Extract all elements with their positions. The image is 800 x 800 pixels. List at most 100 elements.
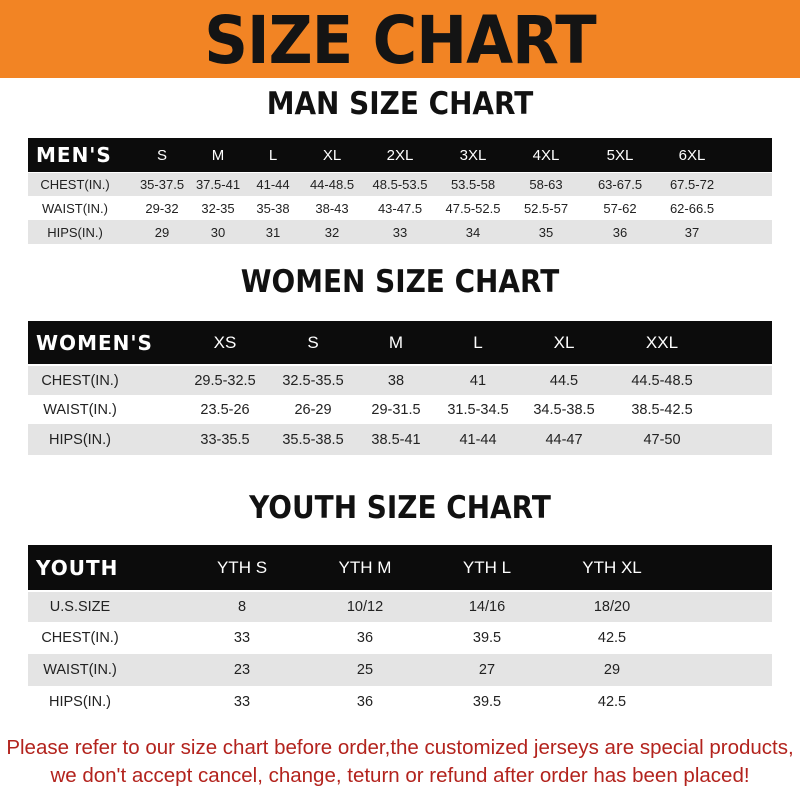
measurement-cell: 14/16 <box>468 599 506 615</box>
row-label: HIPS(IN.) <box>47 224 103 240</box>
footer-notice-line-2: we don't accept cancel, change, teturn o… <box>50 764 750 787</box>
youth-table-row: HIPS(IN.) 33 36 39.5 42.5 <box>28 686 772 718</box>
measurement-cell: 35 <box>538 224 554 240</box>
size-header: YTH XL <box>582 557 642 577</box>
measurement-cell: 43-47.5 <box>377 200 423 216</box>
men-header-row: MEN'S S M L XL 2XL 3XL 4XL 5XL 6XL <box>28 138 772 172</box>
measurement-cell: 34 <box>465 224 481 240</box>
measurement-cell: 32.5-35.5 <box>282 372 344 389</box>
measurement-cell: 41-44 <box>256 177 290 192</box>
measurement-cell: 44-47 <box>545 431 583 448</box>
measurement-cell: 62-66.5 <box>669 200 715 216</box>
men-table-row: CHEST(IN.) 35-37.5 37.5-41 41-44 44-48.5 48.5… <box>28 173 772 196</box>
measurement-cell: 33 <box>392 224 408 240</box>
measurement-cell: 35.5-38.5 <box>282 431 344 448</box>
size-header: 5XL <box>606 146 634 164</box>
row-label: WAIST(IN.) <box>43 401 117 418</box>
measurement-cell: 58-63 <box>529 177 563 192</box>
size-header: M <box>388 332 404 352</box>
women-header-row: WOMEN'S XS S M L XL XXL <box>28 321 772 364</box>
youth-section-title: YOUTH SIZE CHART <box>249 490 551 526</box>
measurement-cell: 32 <box>324 224 340 240</box>
size-header: 4XL <box>532 146 560 164</box>
measurement-cell: 38 <box>387 372 405 389</box>
women-table-row: WAIST(IN.) 23.5-26 26-29 29-31.5 31.5-34.5 34… <box>28 395 772 424</box>
measurement-cell: 31.5-34.5 <box>447 401 509 418</box>
measurement-cell: 41-44 <box>459 431 497 448</box>
measurement-cell: 29 <box>154 224 170 240</box>
men-section-title: MAN SIZE CHART <box>266 86 534 122</box>
measurement-cell: 47.5-52.5 <box>445 200 501 216</box>
row-label: CHEST(IN.) <box>41 630 119 646</box>
row-label: U.S.SIZE <box>49 599 111 615</box>
men-table-row: HIPS(IN.) 29 30 31 32 33 34 35 36 37 <box>28 220 772 244</box>
measurement-cell: 47-50 <box>643 431 681 448</box>
size-header: XS <box>213 332 237 352</box>
row-label: HIPS(IN.) <box>48 431 112 448</box>
measurement-cell: 33 <box>233 694 251 710</box>
row-label: CHEST(IN.) <box>40 177 110 192</box>
measurement-cell: 36 <box>356 694 374 710</box>
banner-title: SIZE CHART <box>204 2 597 79</box>
measurement-cell: 29-32 <box>145 200 179 216</box>
row-label: WAIST(IN.) <box>43 662 117 678</box>
row-label: HIPS(IN.) <box>48 694 112 710</box>
size-header: YTH S <box>216 557 268 577</box>
measurement-cell: 38-43 <box>315 200 349 216</box>
measurement-cell: 29.5-32.5 <box>194 372 256 389</box>
measurement-cell: 44-48.5 <box>309 177 355 192</box>
size-header: YTH L <box>462 557 512 577</box>
women-section-title: WOMEN SIZE CHART <box>240 264 560 300</box>
measurement-cell: 33-35.5 <box>200 431 250 448</box>
measurement-cell: 27 <box>478 662 496 678</box>
header-label: YOUTH <box>36 555 119 580</box>
header-label: MEN'S <box>36 143 112 167</box>
measurement-cell: 63-67.5 <box>597 177 643 192</box>
measurement-cell: 23 <box>233 662 251 678</box>
measurement-cell: 36 <box>356 630 374 646</box>
measurement-cell: 57-62 <box>603 200 637 216</box>
row-label: WAIST(IN.) <box>42 200 108 216</box>
measurement-cell: 36 <box>612 224 628 240</box>
measurement-cell: 18/20 <box>593 599 631 615</box>
measurement-cell: 34.5-38.5 <box>533 401 595 418</box>
size-header: S <box>156 146 168 164</box>
measurement-cell: 26-29 <box>294 401 332 418</box>
measurement-cell: 38.5-41 <box>371 431 421 448</box>
measurement-cell: 39.5 <box>472 630 502 646</box>
size-header: YTH M <box>338 557 392 577</box>
measurement-cell: 8 <box>237 599 247 615</box>
measurement-cell: 39.5 <box>472 694 502 710</box>
measurement-cell: 53.5-58 <box>450 177 496 192</box>
banner: SIZE CHART <box>0 0 800 79</box>
youth-table-row: WAIST(IN.) 23 25 27 29 <box>28 654 772 686</box>
measurement-cell: 48.5-53.5 <box>372 177 428 192</box>
row-label: CHEST(IN.) <box>41 372 119 389</box>
measurement-cell: 41 <box>469 372 487 389</box>
measurement-cell: 10/12 <box>346 599 384 615</box>
measurement-cell: 23.5-26 <box>200 401 250 418</box>
measurement-cell: 42.5 <box>597 630 627 646</box>
measurement-cell: 31 <box>265 224 281 240</box>
measurement-cell: 52.5-57 <box>523 200 569 216</box>
measurement-cell: 35-37.5 <box>139 177 185 192</box>
measurement-cell: 29 <box>603 662 621 678</box>
women-table-row: HIPS(IN.) 33-35.5 35.5-38.5 38.5-41 41-44 44-… <box>28 424 772 455</box>
size-header: XXL <box>645 332 679 352</box>
size-header: 3XL <box>459 146 487 164</box>
size-header: XL <box>553 332 575 352</box>
measurement-cell: 38.5-42.5 <box>631 401 693 418</box>
measurement-cell: 44.5 <box>549 372 579 389</box>
measurement-cell: 37 <box>684 224 700 240</box>
size-header: 6XL <box>678 146 706 164</box>
measurement-cell: 32-35 <box>201 200 235 216</box>
men-table-row: WAIST(IN.) 29-32 32-35 35-38 38-43 43-47.5 47.… <box>28 196 772 220</box>
measurement-cell: 44.5-48.5 <box>631 372 693 389</box>
measurement-cell: 67.5-72 <box>669 177 715 192</box>
measurement-cell: 30 <box>210 224 226 240</box>
measurement-cell: 25 <box>356 662 374 678</box>
size-header: M <box>211 146 225 164</box>
size-header: 2XL <box>386 146 414 164</box>
header-label: WOMEN'S <box>36 330 153 355</box>
size-header: S <box>307 332 319 352</box>
